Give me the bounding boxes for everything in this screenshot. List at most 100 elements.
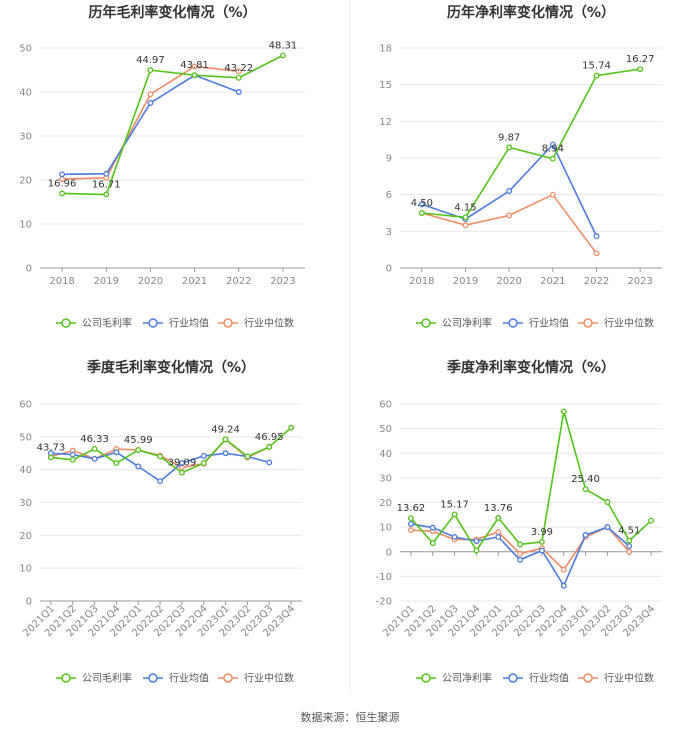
data-label: 43.22: [224, 63, 253, 74]
data-point: [495, 529, 502, 535]
quarterly-net-title: 季度净利率变化情况（%）: [446, 359, 615, 376]
series-line: [410, 411, 652, 552]
y-tick-label: 0: [26, 597, 32, 608]
y-tick-label: 50: [19, 432, 32, 443]
legend-label: 行业均值: [529, 317, 569, 330]
y-tick-label: -20: [376, 597, 392, 608]
data-point: [279, 52, 286, 59]
data-point: [604, 524, 611, 531]
data-point: [135, 447, 142, 453]
data-point: [637, 66, 644, 73]
data-point: [157, 453, 164, 460]
y-tick-label: 0: [386, 547, 392, 558]
y-tick-label: 0: [386, 264, 392, 275]
x-tick-label: 2019: [453, 276, 478, 287]
x-tick-label: 2023: [627, 276, 652, 287]
y-tick-label: 40: [19, 465, 32, 476]
data-point: [560, 582, 567, 589]
data-label: 46.95: [255, 432, 284, 443]
data-label: 45.99: [124, 435, 153, 446]
legend-label: 行业均值: [529, 672, 569, 685]
data-point: [113, 460, 120, 467]
y-tick-label: 15: [379, 80, 392, 91]
data-point: [626, 543, 633, 550]
data-point: [235, 89, 242, 95]
legend-label: 公司净利率: [442, 672, 492, 685]
x-tick-label: 2022: [226, 276, 251, 287]
y-tick-label: 18: [379, 44, 392, 55]
data-point: [59, 190, 66, 197]
data-point: [517, 550, 524, 557]
y-tick-label: 60: [19, 400, 32, 411]
data-point: [147, 100, 154, 106]
data-point: [560, 566, 567, 573]
data-point: [103, 191, 110, 198]
y-tick-label: 0: [26, 264, 32, 275]
y-tick-label: 9: [386, 154, 392, 165]
data-point: [462, 214, 469, 221]
data-point: [191, 72, 198, 79]
y-tick-label: 20: [379, 498, 392, 509]
data-point: [244, 453, 251, 460]
data-point: [178, 460, 185, 467]
legend-marker: [148, 673, 158, 683]
y-tick-label: 10: [19, 564, 32, 575]
data-label: 3.99: [531, 527, 553, 538]
data-point: [222, 436, 229, 443]
legend-marker: [583, 673, 593, 683]
data-label: 43.81: [180, 60, 209, 71]
data-point: [549, 155, 556, 162]
x-tick-label: 2018: [409, 276, 434, 287]
series-line: [410, 526, 630, 571]
data-point: [135, 463, 142, 470]
data-label: 46.33: [80, 434, 109, 445]
data-point: [517, 541, 524, 548]
data-point: [47, 454, 54, 461]
data-label: 44.97: [136, 55, 165, 66]
data-point: [549, 141, 556, 148]
data-label: 16.96: [48, 178, 77, 189]
data-point: [517, 556, 524, 563]
y-tick-label: 20: [19, 531, 32, 542]
data-point: [626, 537, 633, 544]
data-point: [648, 517, 655, 524]
data-point: [222, 450, 229, 457]
legend-marker: [223, 318, 233, 328]
y-tick-label: 30: [379, 473, 392, 484]
series-line: [62, 54, 284, 196]
legend-marker: [148, 318, 158, 328]
x-tick-label: 2023: [270, 276, 295, 287]
legend-marker: [583, 318, 593, 328]
data-label: 49.24: [211, 424, 240, 435]
data-point: [178, 469, 185, 476]
data-point: [200, 460, 207, 467]
x-tick-label: 2019: [94, 276, 119, 287]
data-point: [506, 188, 513, 194]
data-source: 数据来源：恒生聚源: [301, 710, 400, 724]
y-tick-label: 30: [19, 132, 32, 143]
series-line: [62, 74, 240, 176]
legend-label: 行业均值: [169, 672, 209, 685]
data-point: [266, 459, 273, 466]
data-label: 4.51: [618, 526, 640, 537]
legend-marker: [223, 673, 233, 683]
data-point: [191, 63, 198, 70]
data-point: [407, 520, 414, 527]
legend-label: 行业均值: [169, 317, 209, 330]
annual-net-title: 历年净利率变化情况（%）: [447, 4, 615, 21]
data-label: 48.31: [269, 40, 298, 51]
x-tick-label: 2018: [49, 276, 74, 287]
data-point: [418, 201, 425, 208]
data-label: 4.50: [411, 198, 433, 209]
data-label: 43.73: [37, 442, 66, 453]
data-point: [266, 443, 273, 450]
annual-net-chart: 历年净利率变化情况（%） 0 3 6 9 12 15 18 2018 2019 2020 2021 20…: [379, 4, 662, 330]
data-label: 16.27: [626, 54, 655, 65]
data-point: [91, 445, 98, 452]
data-label: 13.62: [397, 503, 426, 514]
data-point: [235, 74, 242, 81]
data-label: 15.74: [582, 61, 611, 72]
y-tick-label: 40: [19, 88, 32, 99]
x-tick-label: 2022: [584, 276, 609, 287]
